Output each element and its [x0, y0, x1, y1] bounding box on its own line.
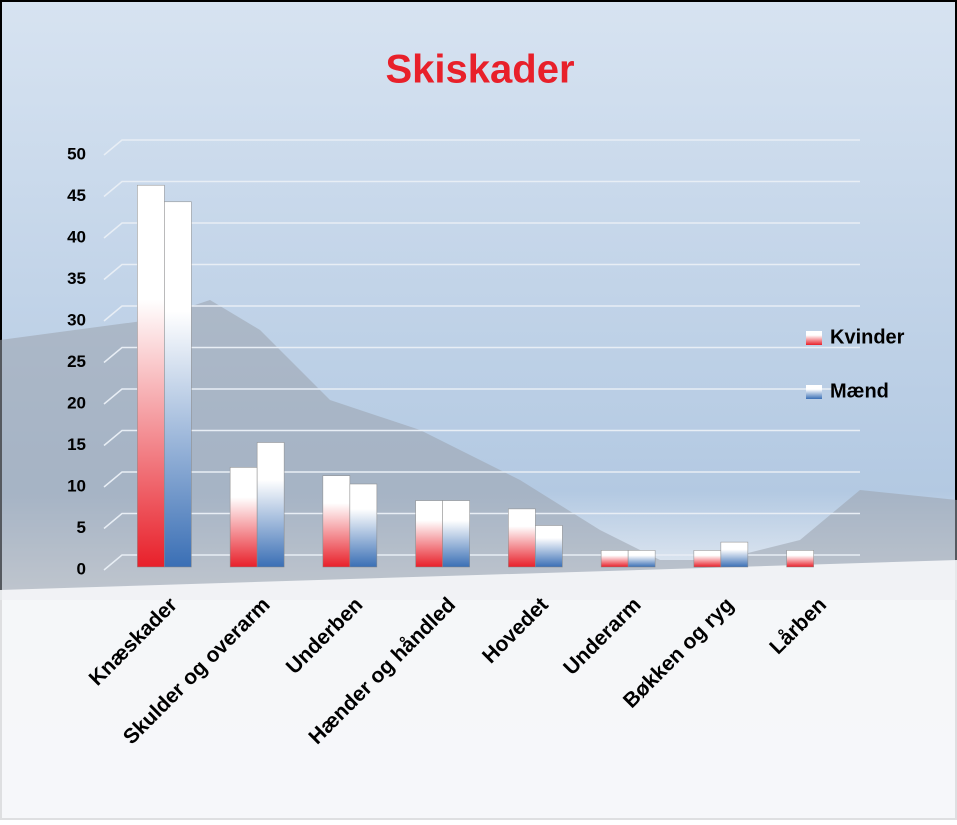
bar: [443, 501, 470, 567]
bar: [323, 476, 350, 567]
y-tick-label: 25: [67, 352, 86, 371]
y-tick-label: 30: [67, 310, 86, 329]
y-tick-label: 15: [67, 435, 86, 454]
chart: Skiskader 05101520253035404550KnæskaderS…: [0, 0, 957, 820]
bar: [416, 501, 443, 567]
bar: [601, 550, 628, 567]
bar: [628, 550, 655, 567]
bar: [787, 550, 814, 567]
legend-swatch: [806, 385, 822, 399]
bar: [350, 484, 377, 567]
bar: [508, 509, 535, 567]
y-tick-label: 10: [67, 476, 86, 495]
y-tick-label: 50: [67, 144, 86, 163]
bar: [164, 202, 191, 567]
legend-label: Kvinder: [830, 326, 905, 348]
chart-title: Skiskader: [385, 48, 574, 92]
bar: [721, 542, 748, 567]
y-tick-label: 35: [67, 269, 86, 288]
bar: [535, 526, 562, 568]
bar: [230, 467, 257, 567]
y-tick-label: 45: [67, 186, 86, 205]
legend-swatch: [806, 331, 822, 345]
legend-label: Mænd: [830, 380, 889, 402]
y-tick-label: 5: [77, 518, 86, 537]
bar: [137, 185, 164, 567]
y-tick-label: 20: [67, 393, 86, 412]
bar: [257, 443, 284, 568]
bar: [694, 550, 721, 567]
y-tick-label: 40: [67, 227, 86, 246]
y-tick-label: 0: [77, 559, 86, 578]
